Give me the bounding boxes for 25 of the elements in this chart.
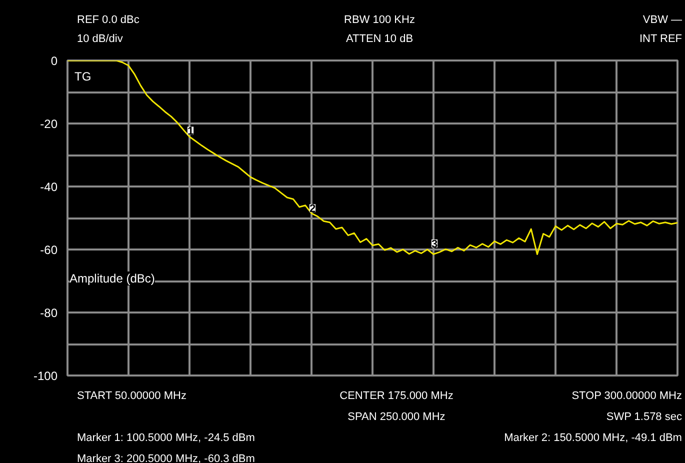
y-axis-title: Amplitude (dBc) bbox=[70, 272, 155, 286]
y-tick-label: -60 bbox=[40, 243, 58, 257]
y-tick-label: -100 bbox=[33, 369, 58, 383]
text: STOP 300.00000 MHz bbox=[570, 389, 682, 404]
y-tick-label: 0 bbox=[50, 54, 58, 68]
text: SPAN 250.000 MHz bbox=[346, 410, 446, 425]
text: Marker 2: 150.5000 MHz, -49.1 dBm bbox=[503, 431, 682, 446]
text: VBW — bbox=[642, 13, 682, 28]
annotation: 2 bbox=[309, 203, 316, 216]
text: REF 0.0 dBc bbox=[77, 13, 140, 28]
annotation: 1 bbox=[187, 126, 194, 138]
y-tick-label: -40 bbox=[40, 180, 58, 194]
text: RBW 100 KHz bbox=[343, 13, 416, 28]
y-tick-label: -20 bbox=[40, 117, 58, 131]
annotation: TG bbox=[74, 70, 92, 84]
text: CENTER 175.000 MHz bbox=[338, 389, 454, 404]
text: 10 dB/div bbox=[77, 32, 124, 47]
text: Marker 1: 100.5000 MHz, -24.5 dBm bbox=[77, 431, 256, 446]
text: ATTEN 10 dB bbox=[344, 32, 414, 47]
y-tick-label: -80 bbox=[40, 306, 58, 320]
text: SWP 1.578 sec bbox=[605, 410, 682, 425]
annotation: 3 bbox=[431, 238, 438, 250]
text: START 50.00000 MHz bbox=[77, 389, 188, 404]
text: INT REF bbox=[638, 32, 682, 47]
line-series bbox=[68, 60, 678, 255]
